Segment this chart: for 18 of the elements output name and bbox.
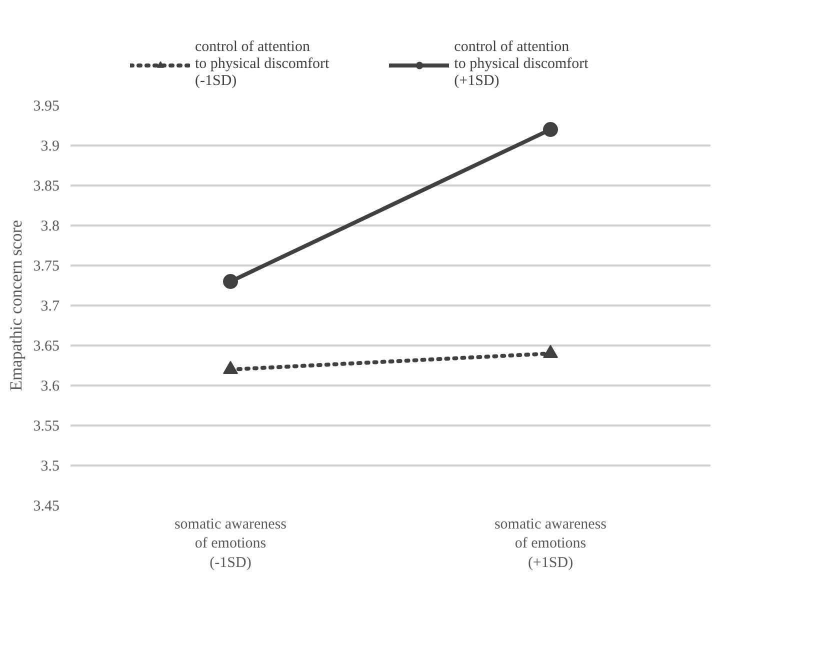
y-tick-label: 3.9 <box>40 138 60 154</box>
point <box>223 274 238 289</box>
y-tick-label: 3.55 <box>33 418 60 434</box>
y-tick-label: 3.7 <box>40 298 60 314</box>
x-tick-label: somatic awareness of emotions (-1SD) <box>174 516 287 571</box>
x-tick-label: somatic awareness of emotions (+1SD) <box>494 516 607 571</box>
legend-label: control of attention to physical discomfort (-1SD) <box>195 39 330 90</box>
y-axis-title: Emapathic concern score <box>6 220 26 391</box>
y-tick-label: 3.6 <box>40 378 60 394</box>
y-tick-label: 3.65 <box>33 338 60 354</box>
y-tick-label: 3.45 <box>33 498 60 514</box>
y-tick-label: 3.75 <box>33 258 60 274</box>
y-tick-label: 3.85 <box>33 178 60 194</box>
legend-label: control of attention to physical discomfort (+1SD) <box>454 39 588 90</box>
y-tick-label: 3.95 <box>33 98 60 114</box>
y-tick-label: 3.8 <box>40 218 60 234</box>
point <box>543 122 558 137</box>
y-tick-label: 3.5 <box>40 458 60 474</box>
